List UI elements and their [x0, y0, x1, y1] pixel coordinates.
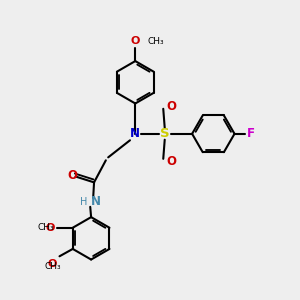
Text: S: S	[160, 127, 169, 140]
Text: F: F	[247, 127, 255, 140]
Text: O: O	[130, 36, 140, 46]
Text: O: O	[48, 259, 57, 269]
Text: O: O	[167, 155, 177, 168]
Text: O: O	[67, 169, 77, 182]
Text: N: N	[130, 127, 140, 140]
Text: CH₃: CH₃	[148, 37, 164, 46]
Text: H: H	[80, 196, 87, 206]
Text: O: O	[46, 223, 55, 233]
Text: O: O	[167, 100, 177, 113]
Text: CH₃: CH₃	[38, 223, 54, 232]
Text: CH₃: CH₃	[45, 262, 61, 271]
Text: N: N	[91, 195, 101, 208]
